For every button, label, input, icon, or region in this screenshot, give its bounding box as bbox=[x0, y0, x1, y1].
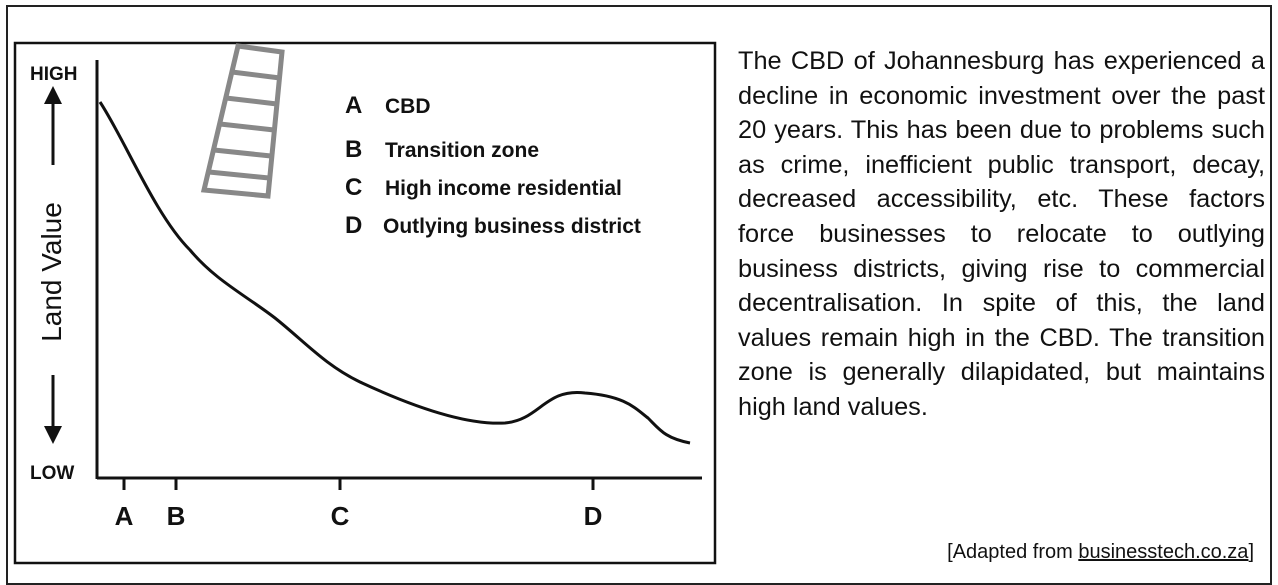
legend-letter: A bbox=[345, 92, 362, 119]
legend-letter: C bbox=[345, 174, 362, 201]
axis-high: HIGH bbox=[30, 64, 78, 85]
legend-label: High income residential bbox=[385, 177, 622, 200]
legend-letter: D bbox=[345, 212, 362, 239]
x-label: B bbox=[167, 501, 186, 531]
axis-title: Land Value bbox=[36, 202, 67, 342]
diagram-frame bbox=[15, 43, 715, 563]
legend: A CBD B Transition zone C High income re… bbox=[345, 92, 641, 239]
x-label: C bbox=[331, 501, 350, 531]
legend-label: Transition zone bbox=[385, 139, 539, 162]
source-prefix: [Adapted from bbox=[947, 541, 1073, 563]
source-link[interactable]: businesstech.co.za bbox=[1078, 541, 1248, 563]
axis-low: LOW bbox=[30, 463, 74, 484]
paragraph: The CBD of Johannesburg has experienced … bbox=[738, 44, 1265, 425]
page: HIGH LOW Land Value A B C D A CBD B Tran… bbox=[0, 0, 1278, 573]
source: [Adapted from businesstech.co.za] bbox=[947, 541, 1254, 564]
x-label: D bbox=[584, 501, 603, 531]
legend-label: CBD bbox=[385, 95, 431, 118]
x-label: A bbox=[115, 501, 134, 531]
legend-letter: B bbox=[345, 136, 362, 163]
source-suffix: ] bbox=[1248, 541, 1254, 563]
x-ticks bbox=[124, 478, 593, 490]
tower-icon bbox=[204, 46, 282, 196]
legend-label: Outlying business district bbox=[383, 215, 641, 238]
